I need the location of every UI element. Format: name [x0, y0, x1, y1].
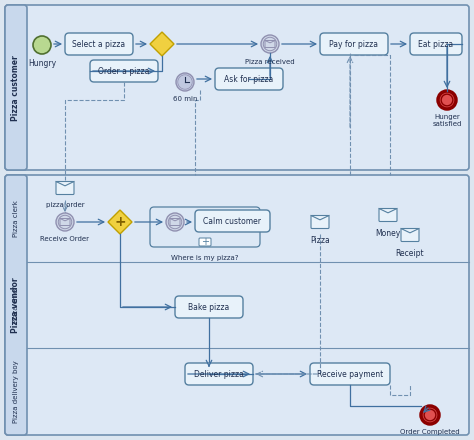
Text: Select a pizza: Select a pizza [73, 40, 126, 48]
Text: Where is my pizza?: Where is my pizza? [171, 255, 239, 261]
Circle shape [421, 406, 439, 424]
FancyBboxPatch shape [401, 228, 419, 242]
Text: Order a pizza: Order a pizza [98, 66, 150, 76]
Text: Bake pizza: Bake pizza [188, 303, 229, 312]
Circle shape [58, 215, 72, 229]
Text: Calm customer: Calm customer [203, 216, 262, 225]
Text: 60 min: 60 min [173, 96, 197, 102]
Text: Eat pizza: Eat pizza [419, 40, 454, 48]
FancyBboxPatch shape [150, 207, 260, 247]
Text: Pizza customer: Pizza customer [11, 55, 20, 121]
Circle shape [178, 75, 192, 89]
FancyBboxPatch shape [65, 33, 133, 55]
Circle shape [261, 35, 279, 53]
Circle shape [33, 36, 51, 54]
FancyBboxPatch shape [199, 238, 211, 246]
Circle shape [166, 213, 184, 231]
Text: Pizza received: Pizza received [245, 59, 295, 65]
FancyBboxPatch shape [60, 219, 70, 225]
FancyBboxPatch shape [56, 181, 74, 194]
Text: Pizza delivery boy: Pizza delivery boy [13, 360, 19, 423]
FancyBboxPatch shape [265, 40, 275, 48]
FancyBboxPatch shape [5, 175, 27, 435]
Polygon shape [150, 32, 174, 56]
Text: Pizza chief: Pizza chief [13, 286, 19, 323]
FancyBboxPatch shape [5, 5, 469, 170]
Text: +: + [114, 215, 126, 229]
Text: Pizza clerk: Pizza clerk [13, 200, 19, 237]
Circle shape [424, 409, 436, 421]
FancyBboxPatch shape [5, 175, 469, 435]
FancyBboxPatch shape [310, 363, 390, 385]
Text: Pizza: Pizza [310, 236, 330, 245]
Text: Receipt: Receipt [396, 249, 424, 258]
FancyBboxPatch shape [410, 33, 462, 55]
Text: Hungry: Hungry [28, 59, 56, 68]
Text: Deliver pizza: Deliver pizza [194, 370, 244, 378]
FancyBboxPatch shape [185, 363, 253, 385]
Polygon shape [108, 210, 132, 234]
Text: Hunger
satisfied: Hunger satisfied [432, 114, 462, 127]
Text: Order Completed: Order Completed [400, 429, 460, 435]
FancyBboxPatch shape [311, 216, 329, 228]
Circle shape [263, 37, 277, 51]
Text: Receive payment: Receive payment [317, 370, 383, 378]
Text: Pay for pizza: Pay for pizza [329, 40, 379, 48]
Text: pizza order: pizza order [46, 202, 84, 208]
FancyBboxPatch shape [5, 5, 27, 170]
Circle shape [56, 213, 74, 231]
Circle shape [176, 73, 194, 91]
Text: Receive Order: Receive Order [40, 236, 90, 242]
FancyBboxPatch shape [170, 219, 180, 225]
Text: Ask for pizza: Ask for pizza [224, 74, 273, 84]
Circle shape [438, 91, 456, 109]
FancyBboxPatch shape [320, 33, 388, 55]
Text: Pizza vendor: Pizza vendor [11, 277, 20, 333]
FancyBboxPatch shape [195, 210, 270, 232]
Text: +: + [201, 237, 209, 247]
FancyBboxPatch shape [379, 209, 397, 221]
FancyBboxPatch shape [175, 296, 243, 318]
Circle shape [441, 94, 453, 106]
FancyBboxPatch shape [215, 68, 283, 90]
Circle shape [168, 215, 182, 229]
Text: Money: Money [375, 229, 401, 238]
FancyBboxPatch shape [90, 60, 158, 82]
